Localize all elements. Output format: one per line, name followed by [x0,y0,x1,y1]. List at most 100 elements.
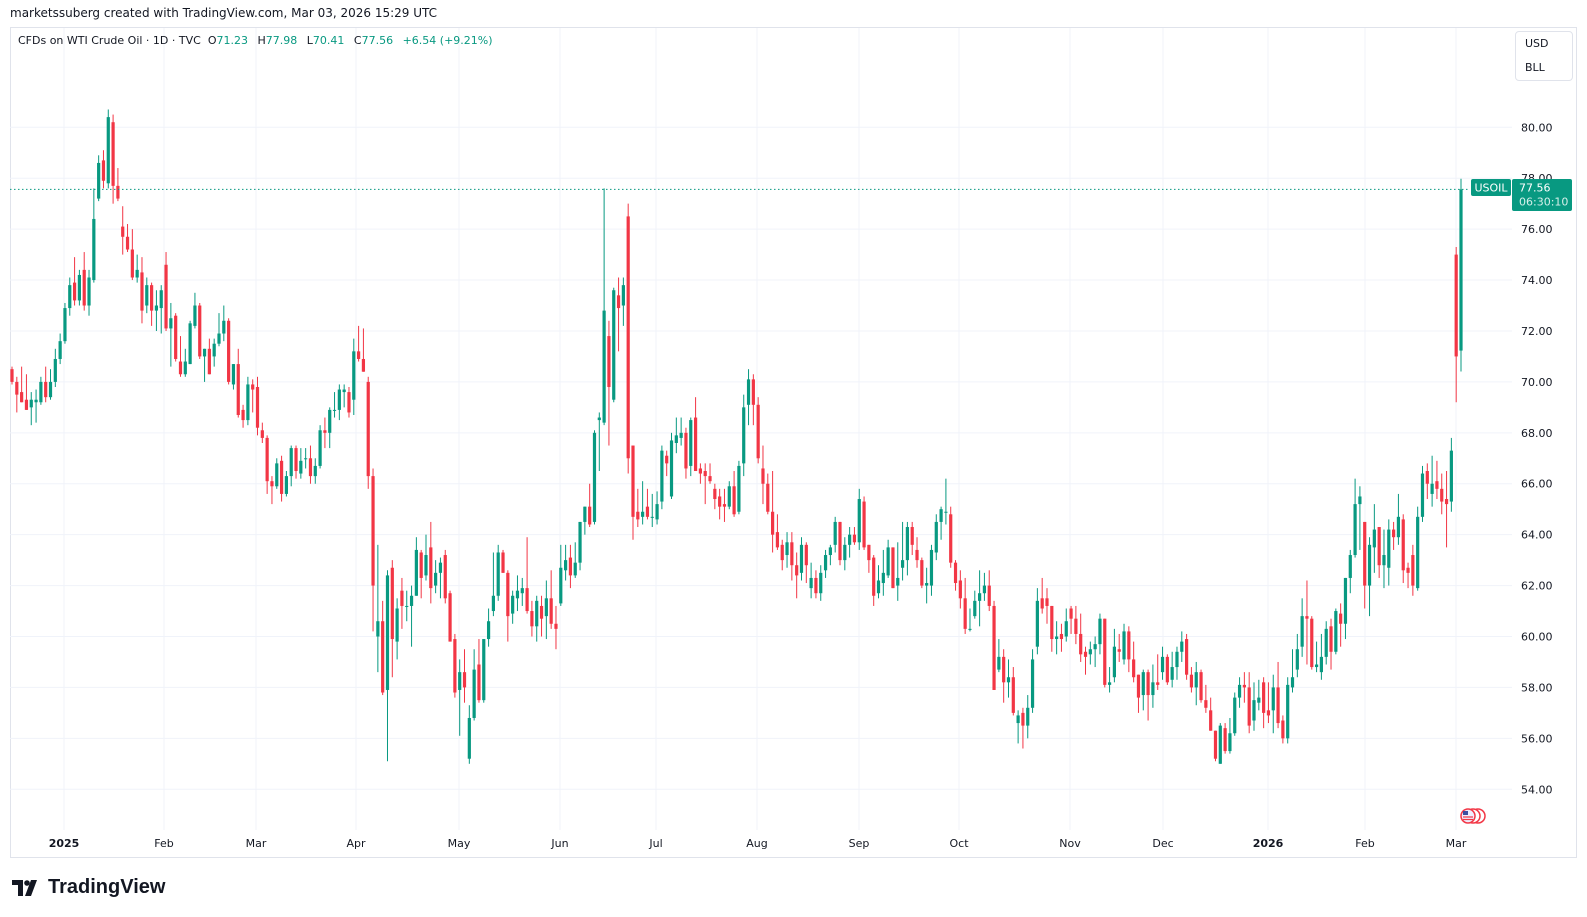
candle[interactable] [1343,577,1348,640]
candle[interactable] [1363,521,1367,609]
candle[interactable] [284,471,288,497]
candle[interactable] [693,397,698,472]
candle[interactable] [1430,455,1434,507]
candle[interactable] [645,488,650,520]
candle[interactable] [525,537,529,614]
candle[interactable] [1449,437,1453,512]
candle[interactable] [227,318,231,385]
candle[interactable] [857,488,861,550]
candle[interactable] [270,476,274,505]
candle[interactable] [1314,641,1319,673]
candle[interactable] [1055,621,1059,655]
candle[interactable] [347,386,351,418]
candle[interactable] [434,560,438,594]
candle[interactable] [1444,471,1449,548]
candle[interactable] [684,427,688,479]
candle[interactable] [48,369,53,400]
candle[interactable] [477,639,481,703]
candle[interactable] [1310,616,1314,670]
candle[interactable] [573,542,577,578]
candle[interactable] [689,417,693,477]
candle[interactable] [1372,504,1376,573]
candle[interactable] [949,506,953,568]
candle[interactable] [621,277,625,326]
candle[interactable] [174,313,178,362]
currency-unit-menu[interactable]: USD BLL [1515,31,1573,81]
candle[interactable] [308,445,313,484]
candle[interactable] [1262,677,1266,729]
candle[interactable] [101,150,106,189]
candle[interactable] [448,590,452,642]
candle[interactable] [20,366,24,403]
candle[interactable] [39,376,43,405]
candle[interactable] [337,384,341,421]
candle[interactable] [1079,613,1083,662]
candle[interactable] [236,348,240,418]
candle[interactable] [1276,661,1280,729]
candle[interactable] [1050,605,1054,652]
candle[interactable] [978,570,982,627]
candle[interactable] [395,598,399,660]
candle[interactable] [1156,654,1160,690]
candle[interactable] [819,565,823,601]
candle[interactable] [1387,519,1391,586]
candle[interactable] [823,549,828,578]
candle[interactable] [1319,633,1323,680]
candle[interactable] [472,649,476,721]
candle[interactable] [1440,473,1444,515]
candle[interactable] [1353,478,1357,558]
candle[interactable] [1218,723,1222,764]
candle[interactable] [1392,521,1396,550]
candle[interactable] [63,302,67,344]
candle[interactable] [44,366,48,403]
candle[interactable] [1454,246,1458,403]
candle[interactable] [1112,628,1116,683]
candle[interactable] [1030,649,1035,713]
candle[interactable] [828,544,832,566]
candle[interactable] [732,471,736,517]
candle[interactable] [588,483,592,528]
candle[interactable] [260,422,264,444]
candle[interactable] [289,445,293,487]
candle[interactable] [376,544,380,673]
candle[interactable] [511,590,515,624]
candle[interactable] [713,483,717,510]
candle[interactable] [925,567,929,604]
candle[interactable] [453,633,457,698]
candle[interactable] [934,514,938,561]
candle[interactable] [953,560,958,591]
candle[interactable] [737,460,741,515]
candle[interactable] [29,392,33,426]
candle[interactable] [1305,580,1309,665]
candle[interactable] [385,570,390,762]
candle[interactable] [785,532,789,568]
candle[interactable] [881,549,885,596]
candle[interactable] [746,369,751,426]
candle[interactable] [530,600,534,637]
candle[interactable] [97,155,101,202]
candle[interactable] [838,521,842,566]
candle[interactable] [429,521,433,604]
candle[interactable] [482,639,486,703]
candle[interactable] [318,425,322,469]
candle[interactable] [24,374,29,410]
candle[interactable] [520,577,524,606]
candle[interactable] [1040,577,1044,614]
candle[interactable] [968,608,972,632]
candle[interactable] [872,555,876,606]
candle[interactable] [352,338,356,415]
candle[interactable] [121,206,125,255]
candle[interactable] [82,252,86,311]
candle[interactable] [799,537,804,581]
candle[interactable] [1117,633,1121,662]
candle[interactable] [68,277,72,316]
candle[interactable] [1045,588,1049,624]
candle[interactable] [626,203,630,474]
candle[interactable] [1358,486,1362,550]
candle[interactable] [1406,562,1410,589]
candle[interactable] [1257,679,1261,711]
candle[interactable] [251,379,255,413]
candle[interactable] [405,590,409,622]
candle[interactable] [265,435,269,494]
